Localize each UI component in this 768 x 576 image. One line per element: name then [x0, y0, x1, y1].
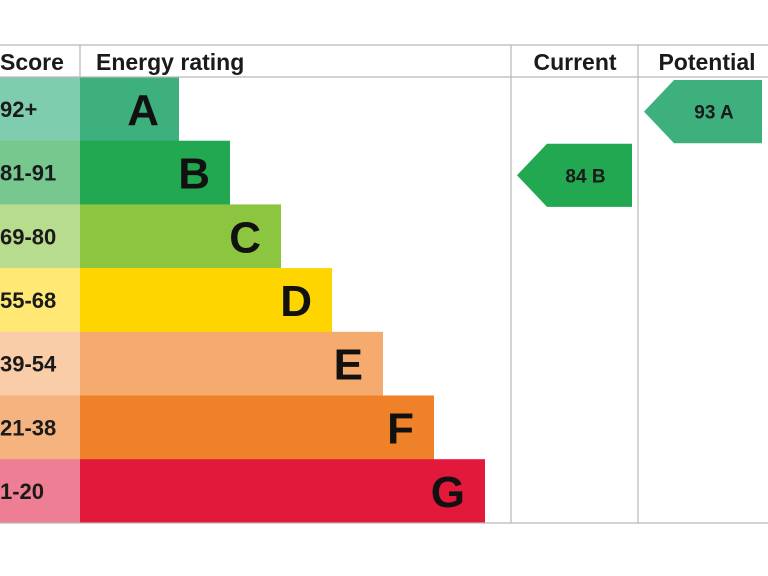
score-range-a: 92+ [0, 97, 37, 122]
rating-bar-a [80, 77, 179, 142]
score-range-c: 69-80 [0, 224, 56, 249]
current-rating-label: 84 B [565, 166, 605, 187]
rating-letter-d: D [280, 277, 312, 326]
rating-letter-c: C [229, 213, 261, 262]
potential-rating-label: 93 A [694, 103, 734, 124]
rating-letter-b: B [178, 150, 210, 199]
rating-bands: 92+ A 81-91 B 69-80 C 55-68 D 39-54 E 21-38 F 1-20 G [0, 77, 485, 524]
rating-indicators: 84 B 93 A [517, 80, 762, 207]
rating-bar-g [80, 459, 485, 524]
score-range-g: 1-20 [0, 479, 44, 504]
rating-letter-g: G [431, 468, 465, 517]
rating-letter-a: A [127, 86, 159, 135]
score-cell-b [0, 140, 80, 205]
score-cell-d [0, 268, 80, 333]
score-cell-g [0, 459, 80, 524]
score-column-header: Score [0, 49, 64, 75]
potential-column-header: Potential [658, 49, 755, 75]
score-cell-a [0, 77, 80, 142]
potential-rating-arrow [644, 80, 762, 144]
score-range-b: 81-91 [0, 161, 56, 186]
score-cell-c [0, 204, 80, 269]
rating-bar-f [80, 395, 434, 460]
rating-bar-c [80, 204, 281, 269]
grid-lines [0, 44, 768, 524]
score-cell-e [0, 331, 80, 396]
score-range-e: 39-54 [0, 352, 57, 377]
rating-column-header: Energy rating [96, 49, 244, 75]
rating-bar-e [80, 331, 383, 396]
rating-letter-f: F [387, 404, 414, 453]
rating-bar-b [80, 140, 230, 205]
rating-letter-e: E [334, 341, 363, 390]
score-cell-f [0, 395, 80, 460]
current-column-header: Current [533, 49, 616, 75]
score-range-f: 21-38 [0, 415, 56, 440]
score-range-d: 55-68 [0, 288, 56, 313]
rating-bar-d [80, 268, 332, 333]
current-rating-arrow [517, 143, 632, 207]
header-row: Score Energy rating Current Potential [0, 49, 756, 75]
